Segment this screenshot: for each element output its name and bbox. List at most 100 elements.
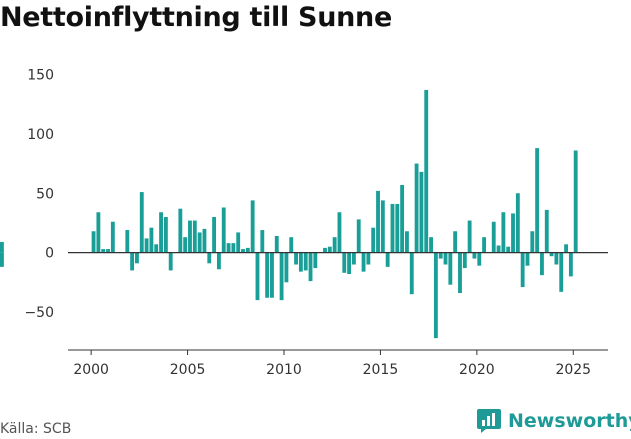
bar — [139, 192, 144, 253]
y-tick-label: 150 — [27, 68, 54, 84]
bar — [491, 221, 496, 253]
bar — [130, 252, 135, 271]
y-tick-label: 100 — [27, 127, 54, 143]
bar — [236, 232, 241, 253]
bar — [501, 212, 506, 253]
bar — [183, 237, 188, 253]
bar — [453, 231, 458, 253]
bar — [241, 249, 245, 253]
bar — [212, 217, 217, 253]
bar — [274, 236, 279, 253]
bar — [443, 252, 448, 265]
x-tick-label: 2005 — [170, 362, 206, 378]
bar — [380, 200, 385, 253]
y-tick-label: −50 — [24, 305, 54, 321]
brand[interactable]: Newsworthy — [476, 408, 631, 434]
bar — [376, 190, 380, 253]
bar — [361, 252, 366, 272]
bar — [424, 89, 429, 253]
bar — [520, 252, 525, 288]
bar — [458, 252, 462, 294]
bar — [515, 193, 520, 253]
source-label: Källa: SCB — [0, 421, 72, 437]
brand-name: Newsworthy — [508, 410, 631, 432]
bar — [125, 230, 130, 253]
bar — [96, 212, 101, 253]
bar — [347, 252, 352, 275]
bar — [163, 217, 168, 253]
bar — [110, 221, 115, 253]
bar — [549, 252, 554, 257]
bar — [207, 252, 212, 264]
bar — [188, 220, 192, 253]
bar — [250, 200, 255, 253]
bar — [135, 252, 139, 264]
y-tick-label: 50 — [36, 186, 54, 202]
bar — [327, 246, 332, 253]
bar — [544, 209, 549, 253]
bar — [472, 252, 477, 259]
bar — [106, 249, 110, 253]
bar — [530, 231, 535, 253]
bar — [245, 247, 250, 253]
bar — [168, 252, 173, 271]
bar — [91, 231, 96, 253]
bar — [231, 243, 236, 253]
bar — [448, 252, 453, 285]
bar — [554, 252, 559, 265]
bar — [400, 184, 405, 253]
bar — [149, 227, 154, 253]
x-tick-label: 2010 — [266, 362, 302, 378]
bar — [506, 246, 511, 253]
bar — [303, 252, 308, 271]
bar — [438, 252, 443, 259]
bar — [540, 252, 544, 276]
bar — [216, 252, 221, 270]
x-ticks: 2000 2005 2010 2015 2020 2025 — [73, 350, 591, 378]
bar — [525, 252, 530, 266]
bar — [371, 227, 376, 253]
bar — [559, 252, 564, 292]
bar — [564, 244, 568, 253]
bar — [511, 213, 515, 253]
bar — [405, 231, 409, 253]
bar — [255, 252, 260, 301]
bar — [0, 252, 4, 267]
bar — [159, 212, 163, 253]
y-tick-labels: −50 0 50 100 150 — [24, 68, 54, 322]
bar — [395, 203, 400, 253]
x-tick-label: 2025 — [555, 362, 591, 378]
bar — [390, 203, 395, 253]
bar — [385, 252, 390, 267]
bar — [308, 252, 313, 282]
x-tick-label: 2000 — [73, 362, 109, 378]
newsworthy-logo-icon — [477, 409, 501, 433]
bar — [202, 228, 207, 253]
bar — [101, 249, 106, 253]
bar — [313, 252, 318, 269]
bar — [467, 220, 472, 253]
bar — [197, 232, 202, 253]
bar — [284, 252, 289, 283]
x-tick-label: 2020 — [459, 362, 495, 378]
page-title: Nettoinflyttning till Sunne — [0, 2, 392, 33]
bar — [477, 252, 482, 266]
bar — [260, 230, 265, 253]
bar — [265, 252, 270, 298]
bar — [414, 163, 419, 253]
bar — [419, 171, 424, 253]
bar — [462, 252, 467, 269]
bar — [342, 252, 347, 273]
bar — [279, 252, 284, 301]
bar — [270, 252, 274, 298]
bar — [0, 241, 4, 253]
bar — [496, 245, 501, 253]
bars — [0, 89, 578, 339]
bar — [221, 207, 226, 253]
bar — [356, 219, 361, 253]
x-tick-label: 2015 — [363, 362, 399, 378]
bar — [568, 252, 573, 277]
bar — [298, 252, 303, 272]
bar — [482, 237, 487, 253]
bar — [351, 252, 356, 265]
